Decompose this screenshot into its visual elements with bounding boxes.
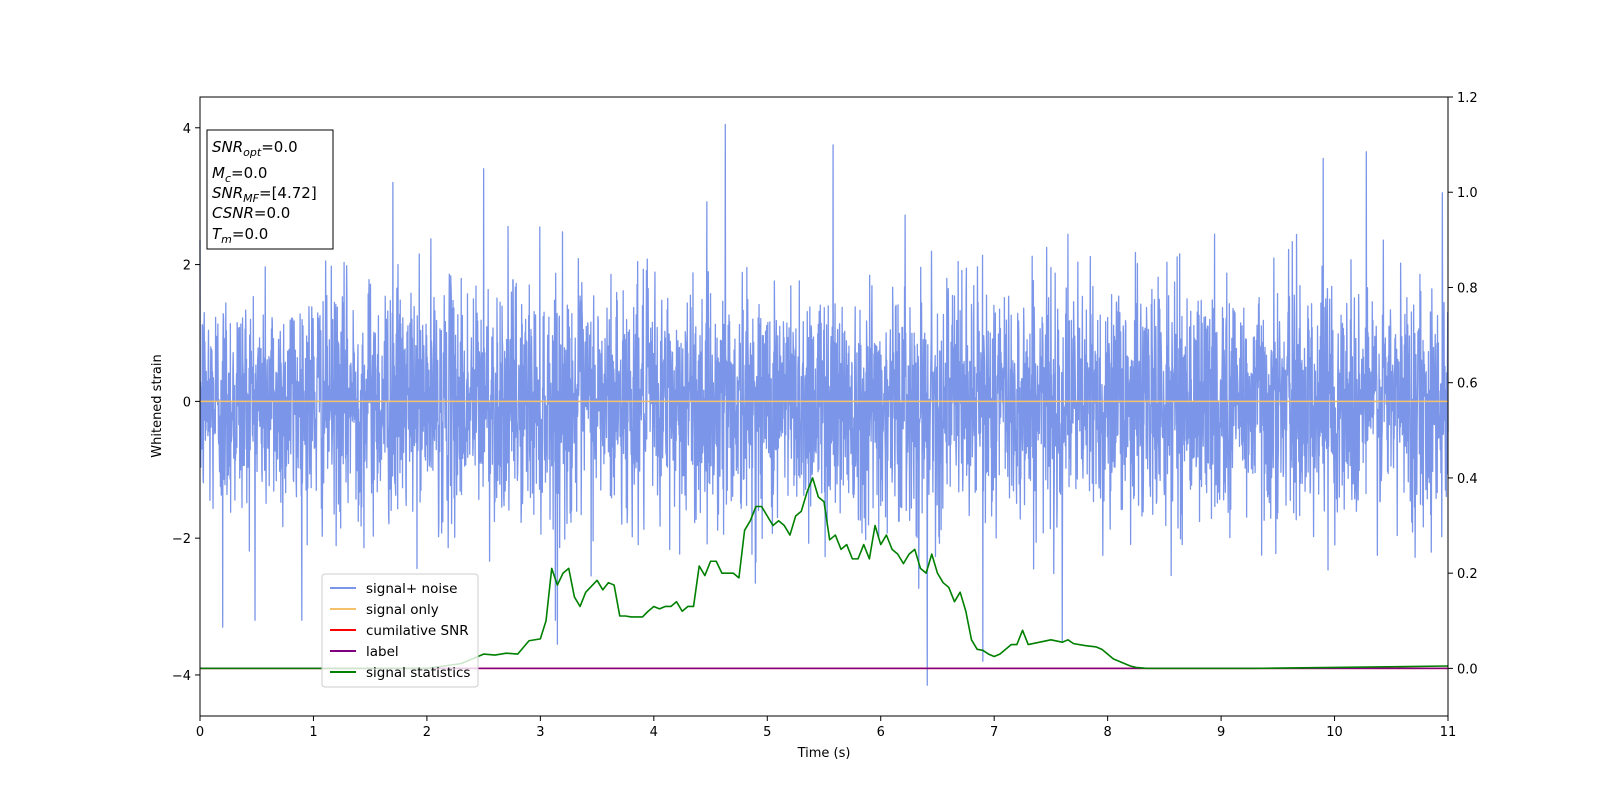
legend-frame: [321, 573, 479, 688]
x-tick-label: 5: [763, 725, 771, 740]
stats-row: SNRopt=0.0: [212, 138, 298, 159]
stats-row: Tm=0.0: [212, 225, 268, 246]
y2-tick-label: 0.4: [1457, 472, 1478, 487]
x-tick-label: 6: [877, 725, 885, 740]
y-tick-label: −2: [172, 532, 191, 547]
x-tick-label: 8: [1103, 725, 1111, 740]
x-axis: 0 1 2 3 4 5 6 7 8 9 10 11: [196, 716, 1456, 740]
stats-row: Mc=0.0: [212, 164, 267, 185]
y-tick-label: 2: [183, 259, 191, 274]
y-tick-label: 4: [183, 122, 191, 137]
y-axis-label: Whitened strain: [150, 354, 165, 457]
x-tick-label: 7: [990, 725, 998, 740]
legend-label: label: [366, 644, 399, 660]
stats-row: CSNR=0.0: [212, 204, 290, 222]
x-tick-label: 10: [1326, 725, 1343, 740]
y2-tick-label: 0.0: [1457, 662, 1478, 677]
y-tick-label: −4: [172, 669, 191, 684]
y-axis-right: 0.0 0.2 0.4 0.6 0.8 1.0 1.2: [1448, 91, 1478, 677]
legend-label: signal only: [366, 602, 439, 618]
stats-box-frame: [206, 129, 334, 250]
y2-tick-label: 0.8: [1457, 281, 1478, 296]
plot-frame: [199, 96, 1449, 717]
y2-tick-label: 0.6: [1457, 377, 1478, 392]
x-tick-label: 3: [536, 725, 544, 740]
y2-tick-label: 0.2: [1457, 567, 1478, 582]
x-tick-label: 9: [1217, 725, 1225, 740]
x-tick-label: 0: [196, 725, 204, 740]
x-tick-label: 2: [423, 725, 431, 740]
legend-label: signal statistics: [366, 665, 470, 681]
legend[interactable]: signal+ noise signal only cumilative SNR la…: [321, 573, 479, 688]
y-axis-left: −4 −2 0 2 4: [172, 122, 200, 684]
y-tick-label: 0: [183, 395, 191, 410]
stats-row: SNRMF=[4.72]: [212, 184, 317, 205]
y2-tick-label: 1.2: [1457, 91, 1478, 106]
legend-label: signal+ noise: [366, 581, 457, 597]
x-axis-label: Time (s): [797, 746, 851, 761]
legend-label: cumilative SNR: [366, 623, 469, 639]
x-tick-label: 1: [309, 725, 317, 740]
y2-tick-label: 1.0: [1457, 186, 1478, 201]
x-tick-label: 11: [1440, 725, 1457, 740]
x-tick-label: 4: [650, 725, 658, 740]
series-line-4: [200, 477, 1449, 670]
